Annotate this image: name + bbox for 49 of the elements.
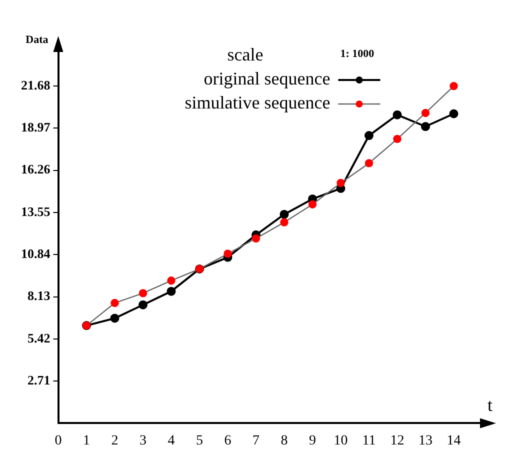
point: [392, 110, 402, 120]
x-tick-label: 7: [252, 433, 260, 448]
y-tick-label: 16.26: [21, 162, 51, 177]
legend-title: scale: [227, 44, 264, 65]
legend-label: original sequence: [204, 68, 330, 89]
x-tick-label: 12: [390, 433, 404, 448]
x-tick-label: 3: [140, 433, 146, 448]
point: [364, 131, 374, 140]
y-tick-label: 2.71: [28, 372, 50, 388]
point: [421, 108, 430, 118]
x-tick-label: 14: [446, 433, 461, 448]
y-tick-label: 10.84: [21, 246, 51, 261]
y-tick-label: 21.68: [21, 77, 51, 92]
x-tick-label: 1: [83, 433, 90, 448]
y-axis-title: Data: [26, 34, 49, 46]
point: [166, 286, 176, 296]
y-tick-label: 13.55: [21, 204, 51, 219]
y-tick-label: 8.13: [28, 288, 51, 304]
point: [224, 250, 232, 258]
x-axis-title: t: [487, 394, 493, 415]
point: [280, 210, 289, 219]
x-tick-label: 8: [280, 433, 288, 448]
point: [138, 300, 148, 310]
point: [421, 122, 430, 132]
point: [450, 82, 458, 90]
x-tick-label: 4: [168, 433, 175, 448]
y-tick-label: 5.42: [28, 330, 50, 346]
x-tick-label: 9: [309, 433, 316, 448]
point: [364, 159, 374, 168]
point: [336, 178, 345, 188]
x-tick-label: 10: [334, 433, 348, 448]
x-tick-label: 5: [196, 433, 203, 448]
point: [393, 134, 402, 144]
x-tick-label: 2: [111, 433, 118, 448]
point: [167, 276, 176, 285]
point: [138, 289, 148, 298]
y-tick-label: 18.97: [21, 120, 51, 135]
x-tick-label: 6: [224, 433, 232, 448]
point: [280, 218, 288, 226]
legend-label: simulative sequence: [184, 92, 330, 113]
annotation: 1: 1000: [340, 48, 375, 60]
point: [308, 200, 317, 209]
point: [449, 109, 458, 118]
x-tick-label: 13: [418, 433, 432, 448]
point: [110, 314, 120, 323]
x-tick-label: 11: [362, 433, 376, 448]
point: [110, 298, 119, 308]
x-tick-label: 0: [54, 433, 62, 448]
point: [252, 234, 260, 243]
